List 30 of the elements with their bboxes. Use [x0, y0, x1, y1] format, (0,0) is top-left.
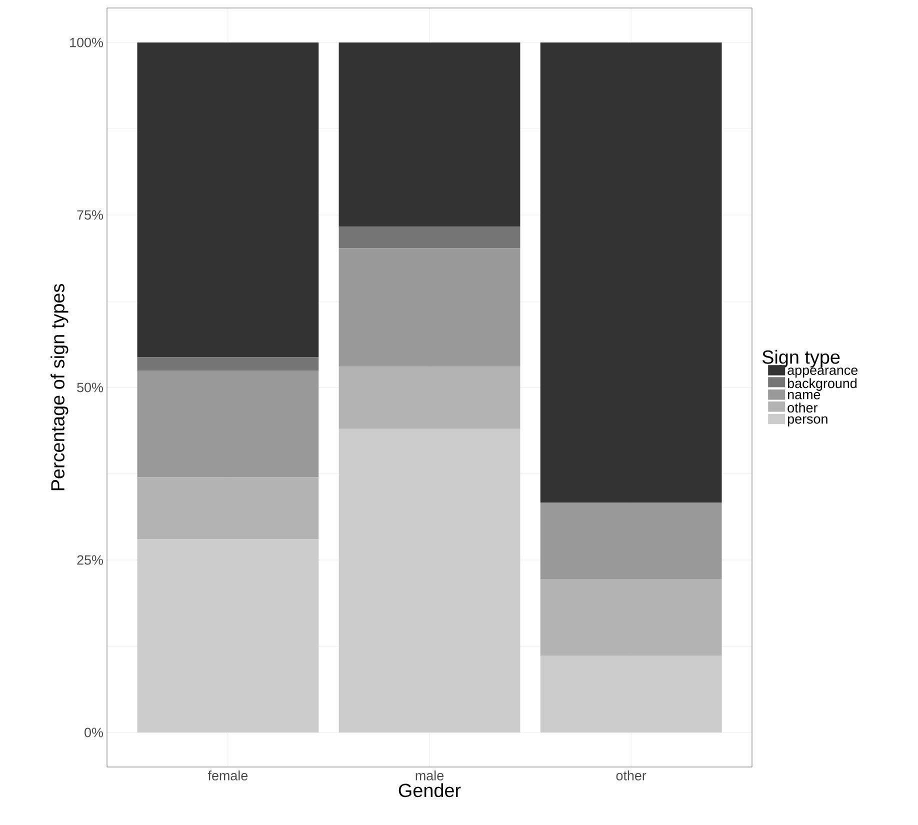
bar	[137, 357, 319, 371]
y-tick-label: 100%	[70, 38, 103, 48]
bar	[540, 502, 722, 580]
legend-title: Sign type	[762, 350, 840, 368]
bar	[338, 428, 520, 732]
bar	[338, 226, 520, 248]
legend-label: appearance	[788, 368, 858, 378]
bar	[137, 42, 319, 358]
legend-label: other	[788, 402, 818, 413]
bar	[137, 370, 319, 478]
bar	[137, 539, 319, 732]
y-axis-title: Percentage of sign types	[50, 284, 68, 490]
x-tick-label: female	[208, 770, 248, 780]
bar	[338, 42, 520, 227]
legend-label: background	[788, 378, 857, 391]
bar	[338, 366, 520, 429]
bar	[540, 579, 722, 656]
y-tick-label: 75%	[77, 210, 103, 220]
bar	[338, 248, 520, 367]
legend-label: name	[788, 392, 820, 400]
y-tick-label: 25%	[77, 555, 103, 565]
x-tick-label: other	[616, 770, 646, 780]
y-tick-label: 50%	[77, 382, 103, 392]
bar	[540, 42, 722, 503]
legend-label: person	[788, 416, 828, 426]
bar	[540, 656, 722, 732]
y-tick-label: 0%	[84, 728, 104, 738]
x-tick-label: male	[416, 770, 444, 780]
x-axis-title: Gender	[398, 783, 461, 798]
bar	[137, 477, 319, 540]
